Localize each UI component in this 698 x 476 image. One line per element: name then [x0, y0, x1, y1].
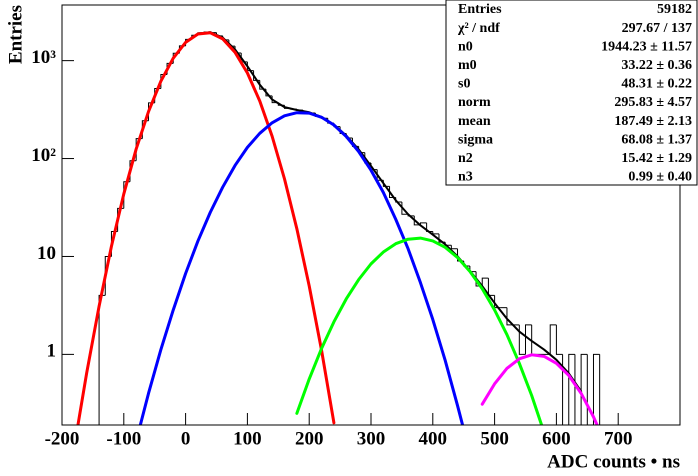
histogram-bin [426, 222, 433, 232]
y-axis-title: Entries [5, 5, 26, 64]
x-tick-label: 200 [295, 428, 324, 449]
fit-curve [138, 111, 465, 425]
stat-value: 297.67 / 137 [622, 21, 692, 36]
y-tick-label: 10² [31, 145, 56, 166]
histogram-bin [580, 353, 588, 425]
x-axis-title: ADC counts • ns [547, 451, 680, 472]
x-tick-label: 400 [419, 428, 448, 449]
stat-label: n0 [458, 39, 473, 54]
histogram-bin [555, 324, 563, 355]
stat-label: χ² / ndf [457, 21, 500, 36]
stat-value: 295.83 ± 4.57 [614, 95, 692, 110]
stat-value: 33.22 ± 0.36 [621, 58, 692, 73]
stat-label: s0 [458, 77, 470, 92]
plot-area [76, 31, 601, 425]
histogram-bin [562, 354, 564, 425]
histogram-bin [481, 277, 489, 286]
stat-label: n2 [458, 151, 473, 166]
fit-curve [76, 31, 336, 425]
stat-label: m0 [458, 58, 477, 73]
x-tick-label: 100 [233, 428, 262, 449]
x-tick-label: -200 [45, 428, 80, 449]
stat-value: 187.49 ± 2.13 [614, 114, 692, 129]
histogram-bin [592, 353, 600, 425]
stat-value: 0.99 ± 0.40 [628, 170, 692, 185]
stat-label: n3 [458, 170, 473, 185]
histogram-bin [549, 324, 557, 355]
stat-value: 59182 [657, 2, 692, 17]
stat-value: 48.31 ± 0.22 [621, 77, 692, 92]
stat-label: mean [458, 114, 491, 129]
stat-value: 68.08 ± 1.37 [621, 132, 692, 147]
histogram-bin [506, 307, 514, 326]
histogram-bin [450, 245, 458, 250]
stat-label: Entries [458, 2, 502, 17]
stats-box: Entries 59182 χ² / ndf 297.67 / 137 n0 1944.2… [445, 0, 698, 186]
y-tick-label: 10 [37, 243, 56, 264]
stat-label: norm [458, 95, 491, 110]
x-tick-label: 0 [181, 428, 191, 449]
stat-value: 1944.23 ± 11.57 [601, 39, 692, 54]
histogram-bin [586, 354, 588, 425]
stat-label: sigma [458, 132, 493, 147]
x-tick-label: 500 [480, 428, 509, 449]
y-tick-label: 1 [47, 341, 57, 362]
histogram-bin [525, 324, 532, 355]
stat-value: 15.42 ± 1.29 [621, 151, 692, 166]
histogram-bin [599, 354, 601, 425]
x-tick-label: 600 [542, 428, 571, 449]
x-tick-label: 700 [604, 428, 633, 449]
histogram-bin [568, 353, 575, 425]
y-tick-label: 10³ [31, 47, 56, 68]
histogram-bin [518, 324, 526, 355]
histogram-bin [574, 354, 576, 425]
histogram-bin [98, 294, 106, 425]
stats-frame [445, 0, 698, 186]
fit-curve [295, 236, 544, 425]
x-tick-label: -100 [106, 428, 141, 449]
fit-curve [480, 353, 599, 425]
x-tick-label: 300 [357, 428, 386, 449]
